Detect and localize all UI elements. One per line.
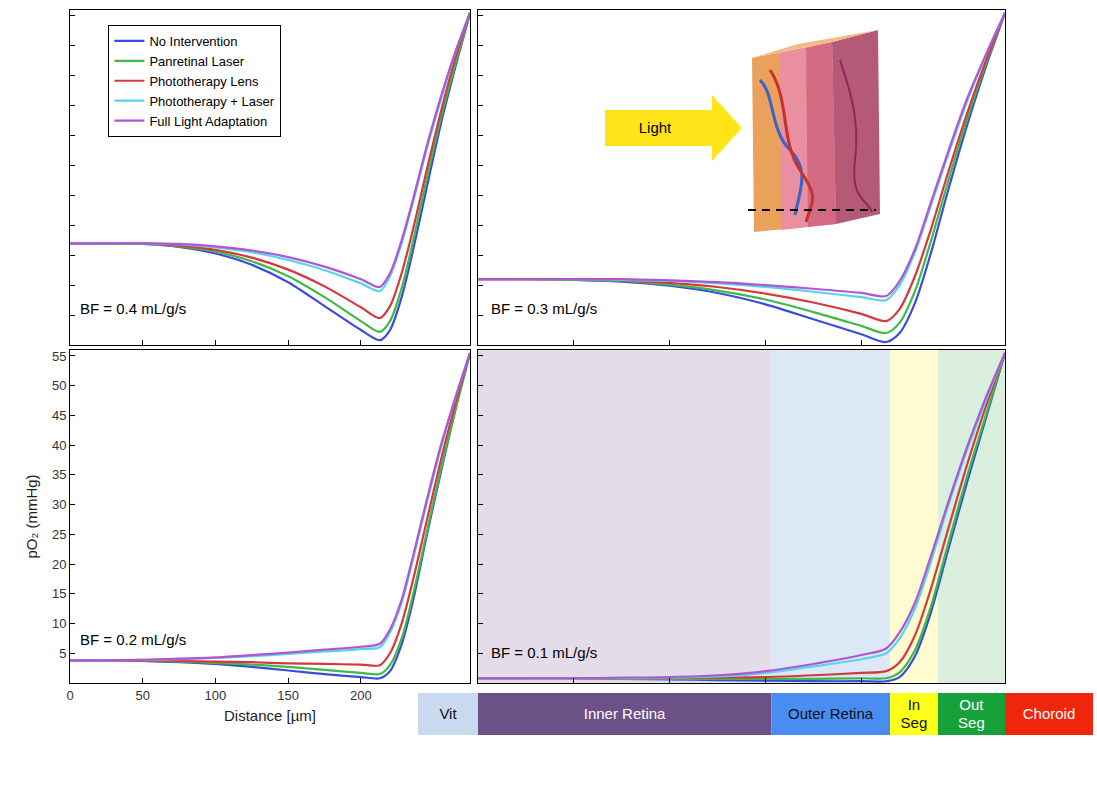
svg-text:BF = 0.1 mL/g/s: BF = 0.1 mL/g/s (491, 644, 597, 661)
svg-text:Vit: Vit (439, 705, 457, 722)
svg-text:25: 25 (52, 527, 66, 542)
svg-text:40: 40 (52, 438, 66, 453)
svg-text:55: 55 (52, 349, 66, 364)
svg-text:Outer Retina: Outer Retina (788, 705, 874, 722)
svg-text:10: 10 (52, 616, 66, 631)
svg-text:45: 45 (52, 408, 66, 423)
svg-text:pO₂ (mmHg): pO₂ (mmHg) (23, 474, 40, 558)
svg-text:35: 35 (52, 467, 66, 482)
svg-text:BF = 0.3 mL/g/s: BF = 0.3 mL/g/s (491, 300, 597, 317)
svg-text:BF = 0.4 mL/g/s: BF = 0.4 mL/g/s (80, 300, 186, 317)
svg-text:In: In (908, 696, 921, 713)
svg-text:Seg: Seg (901, 714, 928, 731)
svg-text:50: 50 (52, 378, 66, 393)
svg-text:BF = 0.2 mL/g/s: BF = 0.2 mL/g/s (80, 631, 186, 648)
svg-text:Out: Out (959, 696, 984, 713)
svg-text:Full Light Adaptation: Full Light Adaptation (149, 114, 267, 129)
svg-text:Distance [µm]: Distance [µm] (224, 707, 316, 724)
svg-text:30: 30 (52, 497, 66, 512)
svg-text:20: 20 (52, 557, 66, 572)
svg-text:Light: Light (639, 119, 672, 136)
svg-text:Seg: Seg (958, 714, 985, 731)
svg-text:50: 50 (135, 688, 149, 703)
svg-text:Phototherapy + Laser: Phototherapy + Laser (149, 94, 274, 109)
svg-text:100: 100 (205, 688, 227, 703)
svg-text:200: 200 (350, 688, 372, 703)
svg-text:5: 5 (59, 646, 66, 661)
svg-text:No Intervention: No Intervention (149, 34, 237, 49)
svg-text:Choroid: Choroid (1023, 705, 1076, 722)
svg-text:Panretinal Laser: Panretinal Laser (149, 54, 244, 69)
svg-text:Phototherapy Lens: Phototherapy Lens (149, 74, 259, 89)
svg-text:15: 15 (52, 586, 66, 601)
svg-text:150: 150 (277, 688, 299, 703)
svg-text:0: 0 (66, 688, 73, 703)
svg-text:Inner Retina: Inner Retina (584, 705, 666, 722)
